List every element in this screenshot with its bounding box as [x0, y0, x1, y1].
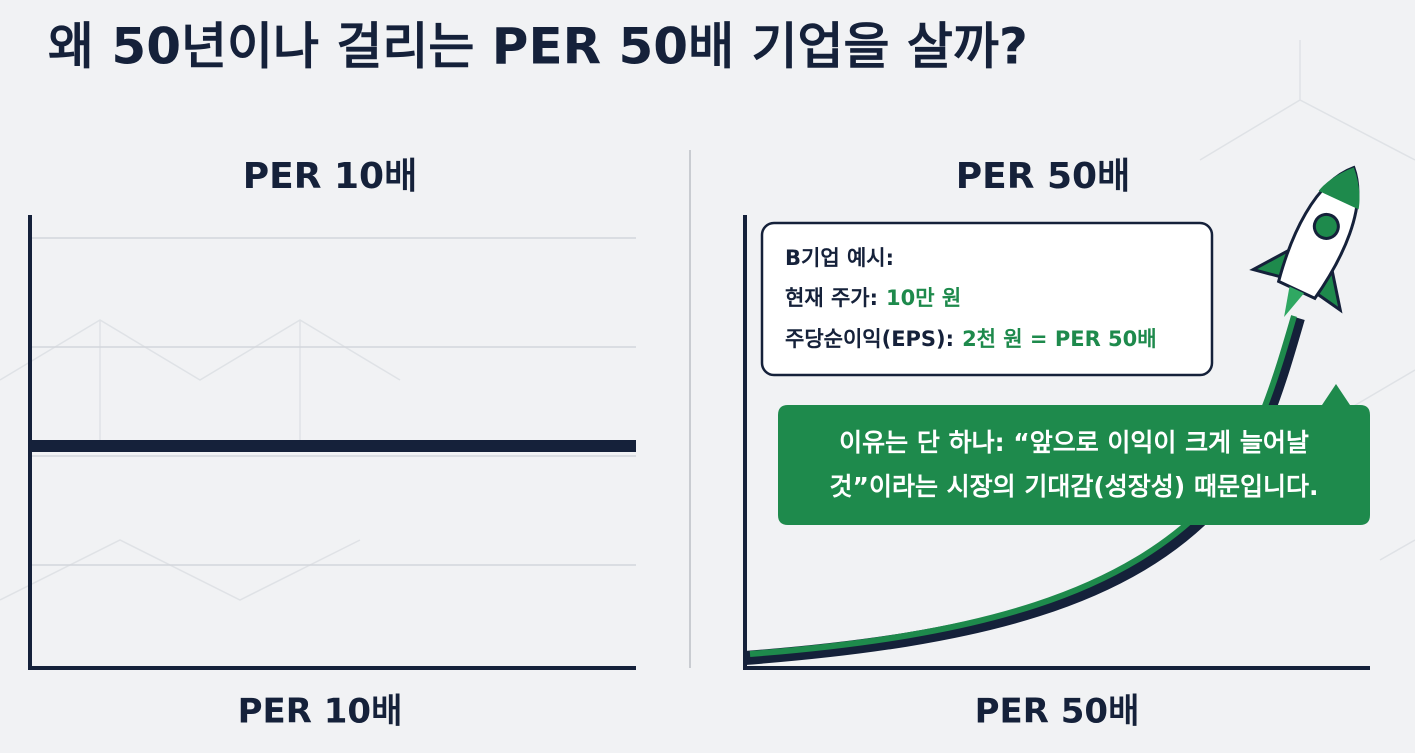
- axes: [28, 215, 636, 670]
- title: 왜 50년이나 걸리는 PER 50배 기업을 살까?: [48, 18, 1028, 76]
- info-line: 현재 주가: 10만 원: [785, 286, 961, 310]
- info-value: 10만 원: [886, 286, 961, 310]
- background-pattern: [0, 40, 1415, 601]
- panel-heading: PER 10배: [243, 156, 417, 197]
- panel-footer: PER 10배: [238, 692, 403, 732]
- panel-heading: PER 50배: [956, 156, 1130, 197]
- info-key: 현재 주가:: [785, 286, 878, 310]
- axes: [743, 215, 1370, 670]
- growth-curve: [749, 315, 1297, 657]
- callout-text: 이유는 단 하나: “앞으로 이익이 크게 늘어날: [839, 428, 1309, 457]
- grid: [30, 237, 636, 566]
- info-label: B기업 예시:: [785, 246, 894, 270]
- info-line: 주당순이익(EPS): 2천 원 = PER 50배: [785, 327, 1157, 351]
- info-key: 주당순이익(EPS):: [785, 327, 954, 351]
- callout-text: 것”이라는 시장의 기대감(성장성) 때문입니다.: [830, 472, 1319, 501]
- info-box: [760, 221, 1214, 377]
- info-value: 2천 원 = PER 50배: [962, 327, 1157, 351]
- rocket: [1249, 165, 1360, 318]
- panel-footer: PER 50배: [975, 692, 1140, 732]
- callout-box: [778, 384, 1370, 525]
- growth-curve-shadow: [744, 316, 1305, 665]
